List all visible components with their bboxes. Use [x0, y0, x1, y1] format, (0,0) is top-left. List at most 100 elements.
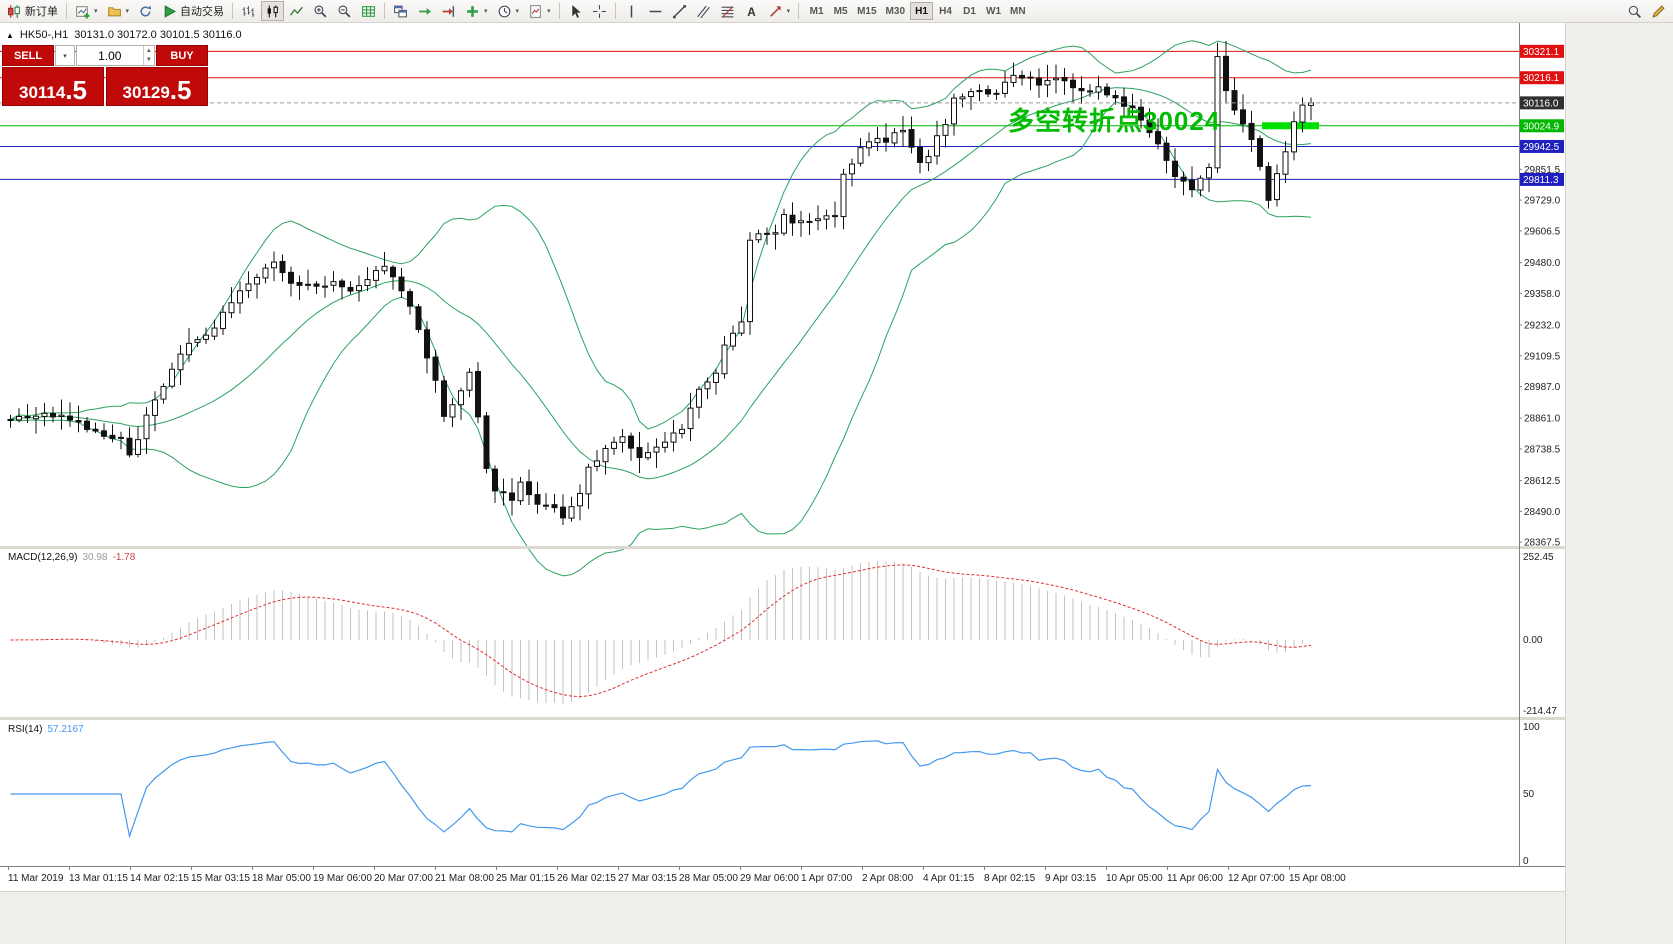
crosshair-icon — [592, 4, 606, 18]
time-axis-label: 8 Apr 02:15 — [984, 873, 1036, 884]
line-chart-button[interactable] — [285, 1, 308, 21]
trendline-tool-button[interactable] — [668, 1, 691, 21]
timeframe-button-m15[interactable]: M15 — [853, 2, 880, 20]
volume-down-icon[interactable]: ▼ — [145, 57, 152, 64]
candle — [194, 339, 201, 343]
sell-button[interactable]: SELL — [2, 45, 54, 66]
timeframe-button-w1[interactable]: W1 — [982, 2, 1005, 20]
new-chart-button[interactable]: ▾ — [71, 1, 102, 21]
candle — [483, 415, 490, 469]
horizontal-line-tool-button[interactable] — [644, 1, 667, 21]
candle — [279, 260, 286, 274]
candle — [313, 283, 320, 287]
candle — [16, 416, 22, 421]
timeframe-button-m5[interactable]: M5 — [829, 2, 852, 20]
bar-chart-button[interactable] — [237, 1, 260, 21]
candle — [1078, 87, 1085, 92]
chart-symbol-period: HK50-,H1 — [19, 29, 69, 41]
candle — [432, 356, 439, 381]
candle — [381, 265, 388, 272]
one-click-toggle-icon[interactable]: ▲ — [6, 30, 14, 40]
pane-separator[interactable] — [0, 717, 1565, 720]
candle — [815, 218, 821, 222]
templates-button[interactable]: ▾ — [524, 1, 555, 21]
auto-scroll-icon — [419, 7, 431, 15]
volume-up-icon[interactable]: ▲ — [145, 47, 152, 54]
time-axis-label: 18 Mar 05:00 — [252, 873, 311, 884]
price-badge-label: 30024.9 — [1523, 121, 1560, 132]
volume-input[interactable] — [77, 46, 143, 65]
time-axis-label: 2 Apr 08:00 — [862, 873, 914, 884]
timeframe-button-h4[interactable]: H4 — [934, 2, 957, 20]
candle — [866, 141, 872, 149]
price-badge-label: 29942.5 — [1523, 142, 1560, 153]
time-axis-label: 11 Apr 06:00 — [1167, 873, 1223, 884]
dropdown-caret-icon: ▾ — [786, 8, 791, 15]
autotrading-button[interactable]: 自动交易 — [158, 1, 228, 21]
macd-indicator-label: MACD(12,26,9) 30.98 -1.78 — [8, 552, 135, 563]
grid-button[interactable] — [357, 1, 380, 21]
buy-button[interactable]: BUY — [156, 45, 208, 66]
candle — [424, 329, 430, 359]
one-click-trading-panel: SELL ▾ ▲ ▼ BUY 30114 .5 30129 — [2, 45, 208, 106]
edit-button[interactable] — [1647, 1, 1670, 21]
periods-button[interactable]: ▾ — [493, 1, 524, 21]
timeframe-button-m30[interactable]: M30 — [882, 2, 909, 20]
candle — [398, 276, 405, 292]
candle — [985, 89, 991, 95]
chart-shift-button[interactable] — [437, 1, 460, 21]
toolbar-separator — [798, 3, 800, 19]
candle — [347, 286, 354, 292]
candlestick-chart-button[interactable] — [261, 1, 285, 21]
chart-canvas[interactable]: 252.45 0.00 -214.47 100 50 0 29851.5 29729.0 296… — [0, 23, 1565, 891]
indicators-button[interactable]: ▾ — [461, 1, 492, 21]
candle — [696, 388, 702, 408]
time-axis-label: 26 Mar 02:15 — [557, 873, 616, 884]
candle — [1214, 56, 1221, 169]
pane-separator[interactable] — [0, 546, 1565, 549]
channel-tool-button[interactable] — [692, 1, 715, 21]
rsi-line — [10, 740, 1312, 839]
refresh-button[interactable] — [134, 1, 157, 21]
zoom-in-button[interactable] — [309, 1, 332, 21]
candle — [942, 124, 949, 136]
candle — [271, 261, 277, 269]
channel-icon — [696, 5, 710, 18]
search-button[interactable] — [1623, 1, 1646, 21]
arrows-tool-button[interactable]: ▾ — [764, 1, 795, 21]
horizontal-line-highlight[interactable] — [1262, 122, 1319, 130]
candle — [832, 215, 838, 218]
candle — [135, 439, 141, 455]
periods-clock-icon — [498, 5, 510, 17]
line-chart-icon — [290, 6, 303, 16]
dropdown-caret-icon: ▾ — [125, 8, 130, 15]
auto-scroll-button[interactable] — [413, 1, 436, 21]
price-badge — [1520, 119, 1564, 133]
cursor-button[interactable] — [564, 1, 587, 21]
text-tool-button[interactable]: A — [740, 1, 763, 21]
sell-price-main: 30114 — [18, 83, 66, 102]
buy-price-display[interactable]: 30129 .5 — [106, 67, 208, 106]
candle — [75, 420, 82, 423]
crosshair-button[interactable] — [588, 1, 611, 21]
time-axis-label: 15 Apr 08:00 — [1289, 873, 1346, 884]
sell-price-display[interactable]: 30114 .5 — [2, 67, 104, 106]
timeframe-button-h1[interactable]: H1 — [910, 2, 933, 20]
time-axis-label: 28 Mar 05:00 — [679, 873, 738, 884]
vertical-line-tool-button[interactable] — [620, 1, 643, 21]
candle — [126, 437, 133, 456]
chart-annotation-text[interactable]: 多空转折点30024 — [1008, 106, 1221, 136]
profiles-button[interactable]: ▾ — [103, 1, 134, 21]
text-tool-icon: A — [747, 5, 756, 18]
candle — [704, 381, 711, 390]
timeframe-button-mn[interactable]: MN — [1006, 2, 1030, 20]
zoom-out-button[interactable] — [333, 1, 356, 21]
volume-dropdown-button[interactable]: ▾ — [55, 45, 75, 66]
time-axis-label: 20 Mar 07:00 — [374, 873, 433, 884]
time-axis-label: 19 Mar 06:00 — [313, 873, 372, 884]
tile-windows-button[interactable] — [389, 1, 412, 21]
fibonacci-tool-button[interactable] — [716, 1, 739, 21]
timeframe-button-d1[interactable]: D1 — [958, 2, 981, 20]
new-order-button[interactable]: 新订单 — [3, 1, 62, 21]
timeframe-button-m1[interactable]: M1 — [805, 2, 828, 20]
